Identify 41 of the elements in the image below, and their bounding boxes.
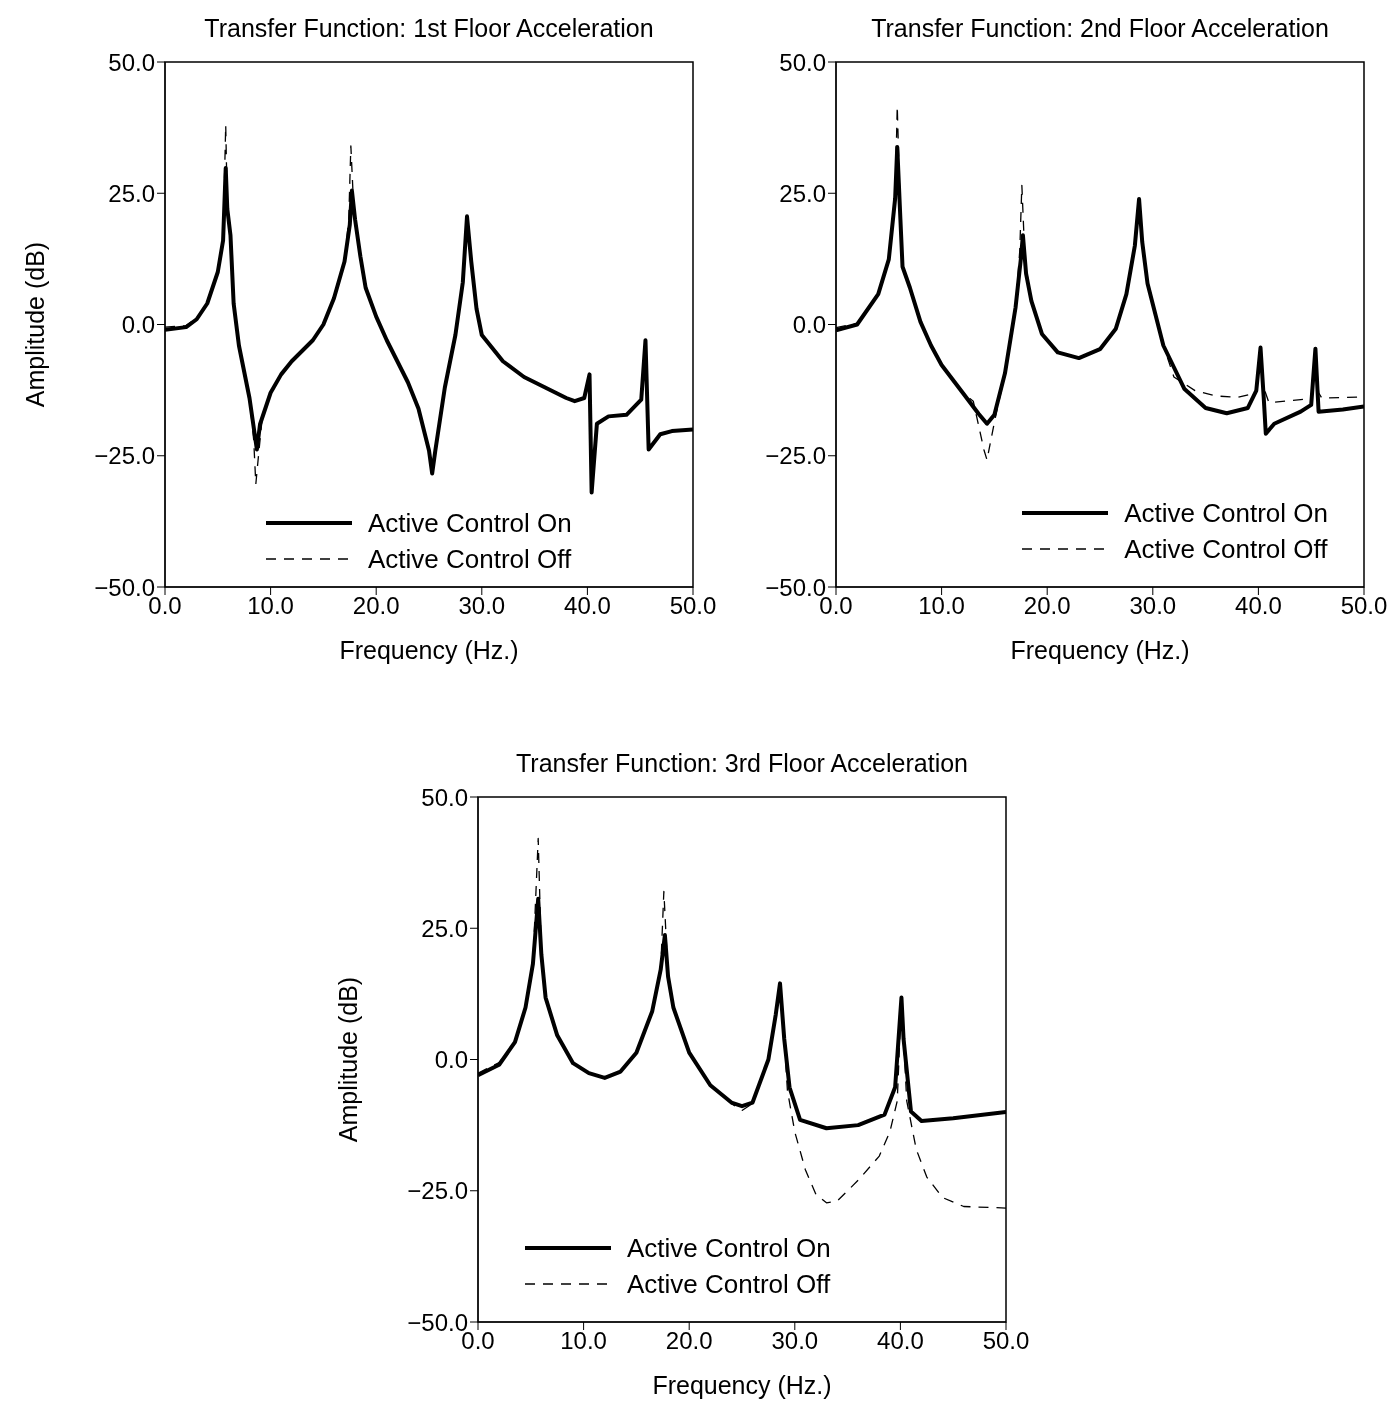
x-tick-label: 50.0 bbox=[982, 1327, 1030, 1355]
legend-label: Active Control Off bbox=[627, 1268, 831, 1300]
y-tick-label: 0.0 bbox=[792, 311, 826, 339]
x-tick-label: 30.0 bbox=[1129, 592, 1177, 620]
x-tick-label: 40.0 bbox=[1235, 592, 1282, 620]
y-tick-label: 50.0 bbox=[421, 783, 468, 811]
y-tick-label: −25.0 bbox=[765, 442, 826, 470]
legend-label: Active Control On bbox=[627, 1232, 831, 1264]
x-tick-label: 30.0 bbox=[771, 1327, 819, 1355]
y-tick-label: −25.0 bbox=[407, 1177, 468, 1205]
x-tick-label: 20.0 bbox=[1023, 592, 1071, 620]
y-tick-label: 0.0 bbox=[434, 1046, 468, 1074]
y-tick-label: 25.0 bbox=[421, 914, 468, 942]
x-tick-label: 40.0 bbox=[877, 1327, 924, 1355]
x-axis-title: Frequency (Hz.) bbox=[1010, 636, 1190, 664]
y-axis-title: Amplitude (dB) bbox=[20, 241, 49, 408]
legend-label: Active Control Off bbox=[1124, 533, 1328, 565]
y-tick-label: 0.0 bbox=[121, 311, 155, 339]
y-tick-label: 50.0 bbox=[108, 48, 155, 76]
x-tick-label: 30.0 bbox=[458, 592, 506, 620]
y-tick-label: −25.0 bbox=[94, 442, 155, 470]
chart-title: Transfer Function: 2nd Floor Acceleration bbox=[870, 14, 1330, 43]
x-tick-label: 50.0 bbox=[669, 592, 717, 620]
legend-label: Active Control Off bbox=[368, 543, 572, 575]
legend-label: Active Control On bbox=[368, 507, 572, 539]
y-axis-title: Amplitude (dB) bbox=[333, 976, 362, 1143]
legend-label: Active Control On bbox=[1124, 497, 1328, 529]
x-tick-label: 10.0 bbox=[918, 592, 965, 620]
x-axis-title: Frequency (Hz.) bbox=[339, 636, 519, 664]
x-tick-label: 20.0 bbox=[665, 1327, 713, 1355]
x-tick-label: 50.0 bbox=[1340, 592, 1388, 620]
x-axis-title: Frequency (Hz.) bbox=[652, 1371, 832, 1399]
chart-title: Transfer Function: 3rd Floor Acceleration bbox=[514, 749, 970, 778]
x-tick-label: 40.0 bbox=[564, 592, 611, 620]
y-tick-label: 25.0 bbox=[108, 179, 155, 207]
x-tick-label: 10.0 bbox=[560, 1327, 607, 1355]
chart-title: Transfer Function: 1st Floor Acceleration bbox=[203, 14, 655, 43]
x-tick-label: 10.0 bbox=[247, 592, 294, 620]
x-tick-label: 20.0 bbox=[352, 592, 400, 620]
y-tick-label: 50.0 bbox=[779, 48, 826, 76]
y-tick-label: 25.0 bbox=[779, 179, 826, 207]
